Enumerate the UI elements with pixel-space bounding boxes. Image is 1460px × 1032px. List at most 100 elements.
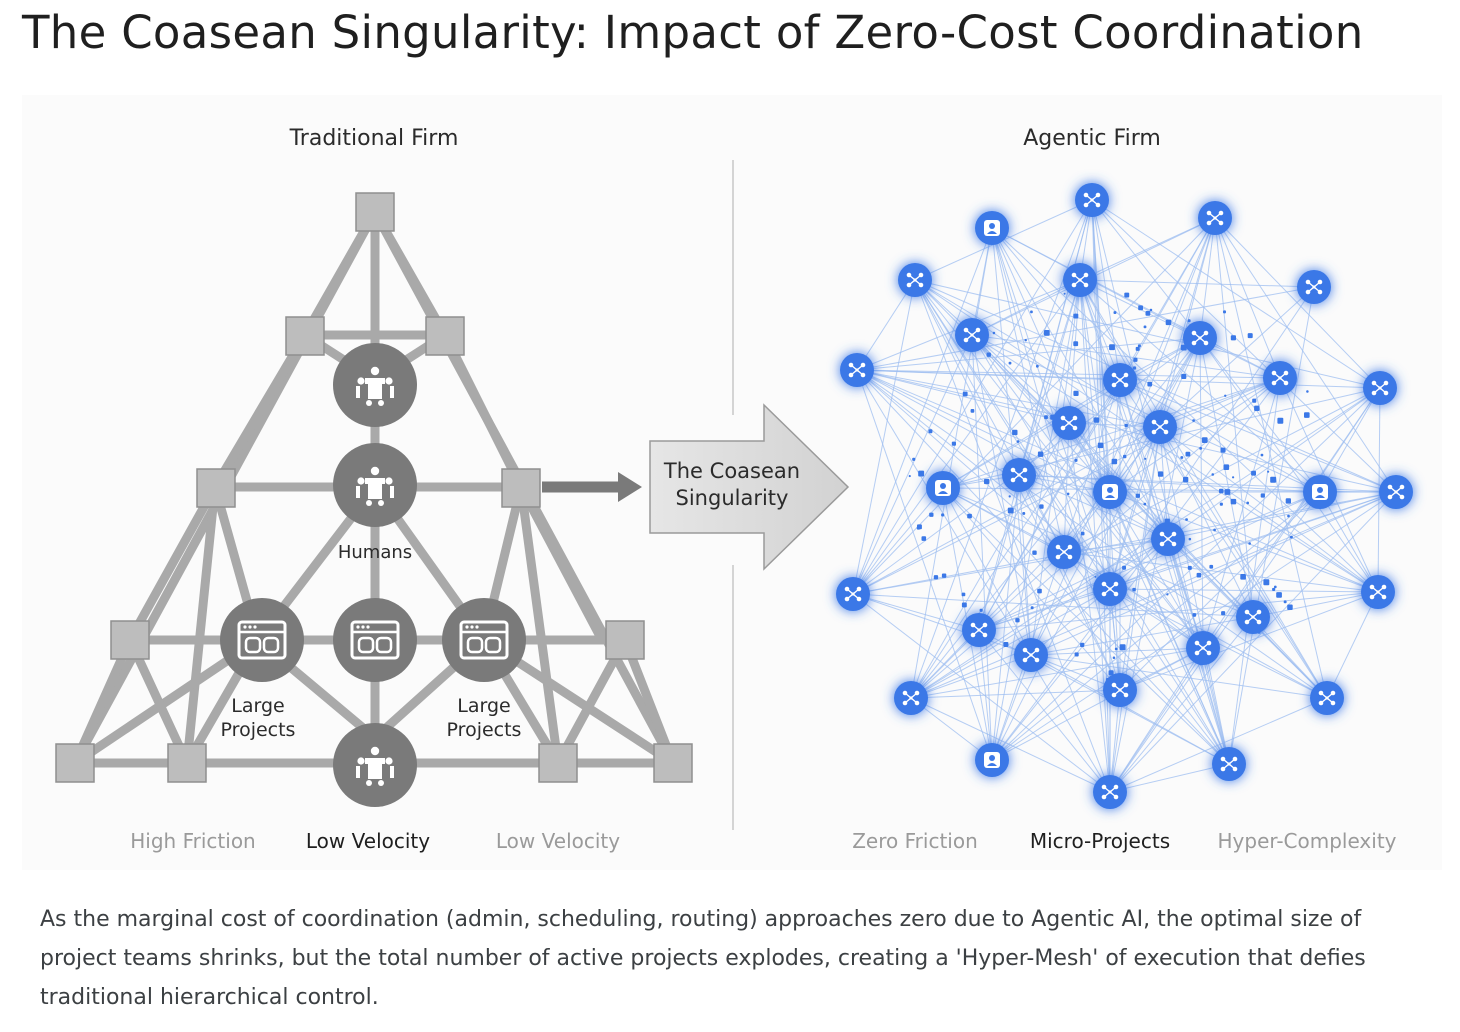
mesh-particle (1097, 442, 1104, 449)
mesh-particle (1192, 613, 1197, 617)
mesh-particle (1223, 310, 1226, 314)
mesh-particle (1138, 305, 1143, 311)
mesh-particle (1080, 642, 1085, 647)
mesh-particle (1185, 451, 1191, 457)
human-agent-node (975, 211, 1009, 245)
mesh-particle (1080, 531, 1085, 536)
humans-label: Humans (338, 542, 412, 563)
mesh-particle (1111, 458, 1118, 465)
large-projects-left-line2: Projects (221, 719, 296, 741)
mesh-particle (933, 575, 939, 580)
mesh-particle (1037, 588, 1042, 594)
mesh-particle (1124, 292, 1130, 298)
mesh-particle (1230, 335, 1236, 341)
mesh-particle (1113, 311, 1117, 314)
mesh-particle (1270, 476, 1277, 483)
agent-node (1151, 522, 1185, 556)
diagram-figure: Traditional Firm Agentic Firm (22, 95, 1442, 870)
mesh-particle (941, 513, 945, 517)
arrow-label-line1: The Coasean (663, 459, 800, 483)
mesh-particle (1224, 394, 1227, 397)
mesh-particle (1135, 493, 1140, 498)
mesh-particle (1287, 514, 1290, 518)
diagram-canvas: Traditional Firm Agentic Firm (55, 126, 1413, 853)
mesh-particle (1144, 457, 1147, 460)
mesh-particle (928, 429, 933, 434)
footer-high-friction: High Friction (130, 829, 255, 853)
agent-node (1186, 631, 1220, 665)
mesh-particle (1073, 341, 1079, 347)
mesh-particle (986, 352, 991, 357)
mesh-particle (1016, 440, 1020, 443)
footer-low-velocity-muted: Low Velocity (496, 829, 620, 853)
mesh-particle (908, 475, 911, 478)
human-node-top (333, 343, 417, 427)
mesh-particle (1135, 346, 1140, 351)
mesh-particle (1008, 495, 1011, 498)
mesh-particle (1188, 537, 1192, 541)
arrow-label-line2: Singularity (676, 486, 789, 510)
agent-node (1212, 747, 1246, 781)
large-projects-left-line1: Large (231, 695, 284, 717)
mesh-particle (1251, 470, 1256, 476)
hierarchy-squares (55, 192, 693, 783)
mesh-particle (1143, 502, 1147, 506)
human-node-middle (333, 443, 417, 527)
agent-node (1002, 458, 1036, 492)
mesh-particle (1285, 498, 1291, 504)
mesh-particle (1132, 366, 1137, 370)
footer-low-velocity-bold: Low Velocity (306, 829, 430, 853)
mesh-particle (1063, 292, 1066, 295)
mesh-particle (1039, 504, 1044, 509)
mesh-particle (1290, 535, 1293, 539)
project-node-right (442, 598, 526, 682)
mesh-particle (1277, 417, 1284, 424)
mesh-particle (912, 457, 916, 461)
agent-node (962, 613, 996, 647)
agent-node (898, 263, 932, 297)
mesh-particle (970, 409, 975, 413)
footer-hyper-complexity: Hyper-Complexity (1218, 829, 1397, 853)
person-icon (935, 480, 951, 496)
mesh-particle (1247, 333, 1253, 339)
mesh-particle (1276, 592, 1282, 598)
mesh-particle (1260, 493, 1265, 498)
agent-node (1297, 270, 1331, 304)
person-icon (1312, 484, 1328, 500)
mesh-particle (1304, 412, 1310, 418)
mesh-particle (962, 391, 968, 397)
mesh-particle (1274, 585, 1277, 589)
large-projects-right-line1: Large (457, 695, 510, 717)
agent-node (1143, 410, 1177, 444)
mesh-particle (1219, 488, 1224, 494)
mesh-particle (1211, 473, 1214, 476)
large-projects-right-line2: Projects (447, 719, 522, 741)
agent-node (836, 577, 870, 611)
mesh-particle (1219, 502, 1223, 506)
project-node-center (333, 598, 417, 682)
agent-node (894, 681, 928, 715)
agent-node (1103, 673, 1137, 707)
mesh-particle (1044, 330, 1050, 336)
mesh-particle (918, 470, 925, 477)
agent-node (1103, 363, 1137, 397)
mesh-particle (1024, 339, 1027, 342)
mesh-particle (1133, 357, 1138, 362)
agent-node (1198, 201, 1232, 235)
agent-node (1014, 638, 1048, 672)
agent-mesh-nodes (836, 183, 1413, 809)
mesh-particle (1201, 437, 1208, 443)
mesh-particle (1166, 593, 1169, 596)
footer-micro-projects: Micro-Projects (1030, 829, 1170, 853)
figure-caption: As the marginal cost of coordination (ad… (40, 907, 1366, 1010)
mesh-particle (1147, 381, 1153, 387)
agent-node (840, 353, 874, 387)
mesh-particle (1036, 364, 1039, 368)
mesh-particle (1223, 464, 1230, 470)
mesh-particle (1108, 670, 1114, 676)
mesh-particle (1230, 498, 1237, 505)
mesh-particle (1246, 501, 1249, 505)
mesh-particle (1199, 447, 1202, 450)
traditional-firm-title: Traditional Firm (289, 126, 459, 151)
human-node-bottom (333, 723, 417, 807)
